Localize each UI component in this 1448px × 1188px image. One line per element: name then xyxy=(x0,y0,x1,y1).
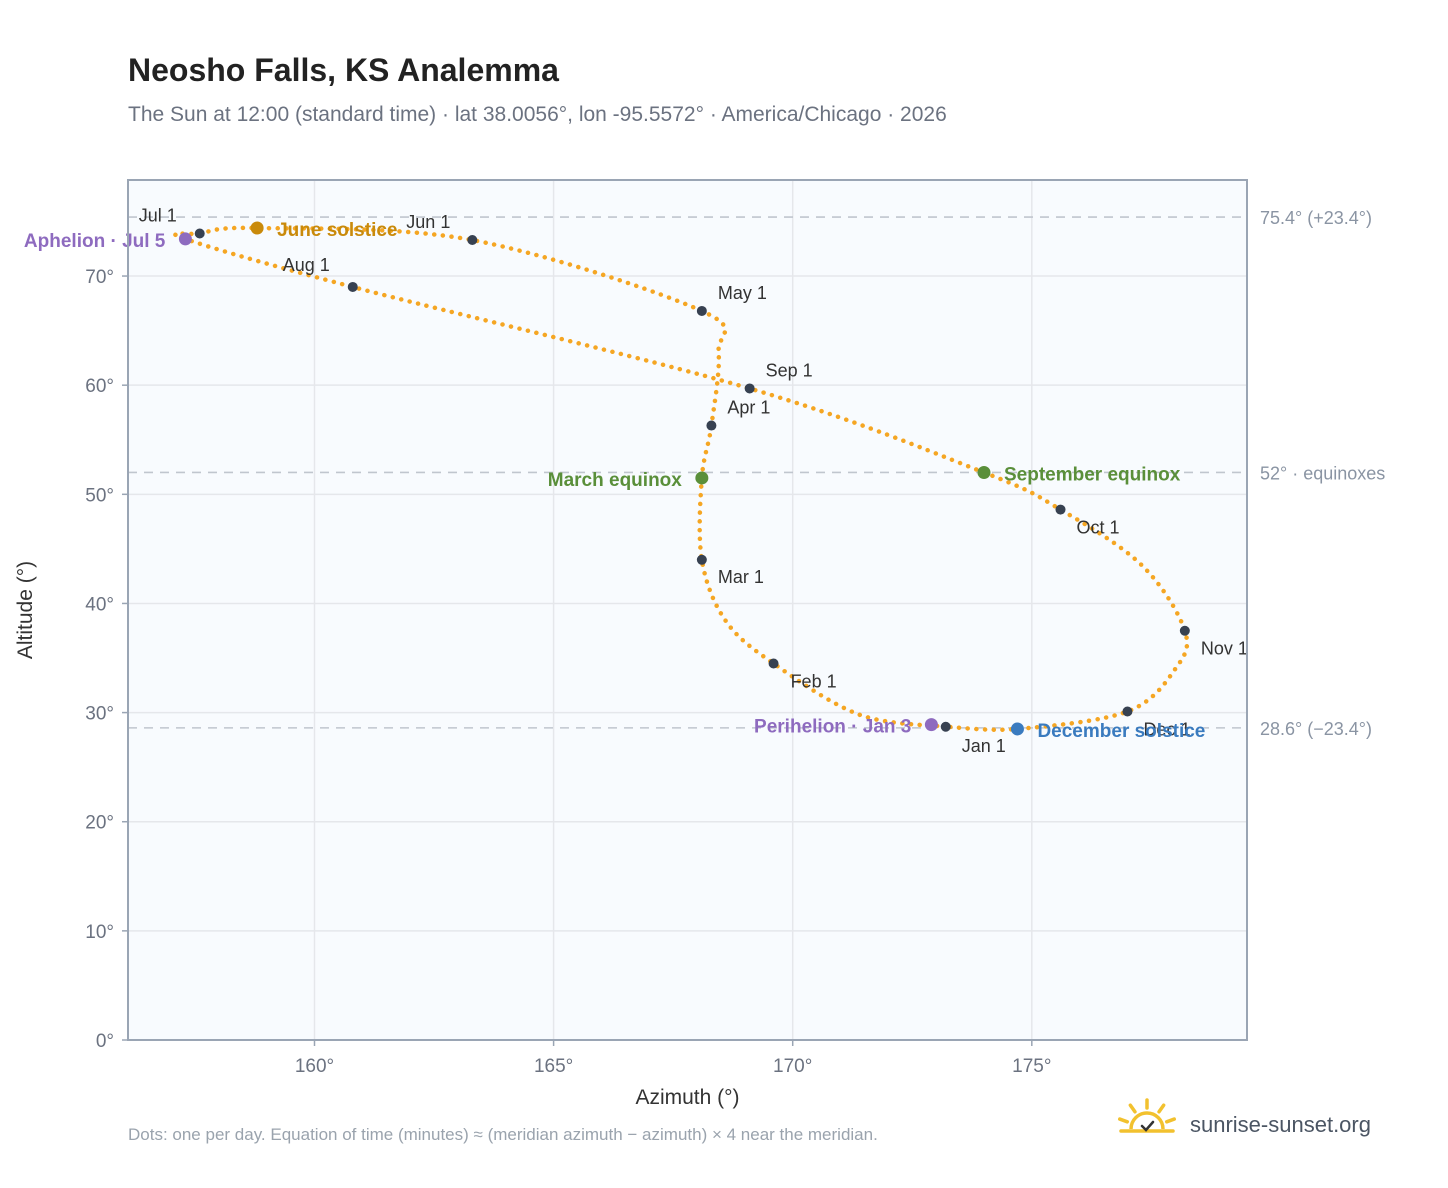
grid-lines xyxy=(128,180,1247,1041)
footnote: Dots: one per day. Equation of time (min… xyxy=(128,1125,878,1144)
event-label: June solstice xyxy=(277,220,397,241)
reference-line-label: 75.4° (+23.4°) xyxy=(1260,208,1372,228)
month-marker xyxy=(347,281,358,292)
sun-ray xyxy=(1157,1103,1166,1114)
month-marker xyxy=(744,383,755,394)
month-marker xyxy=(194,228,205,239)
event-marker xyxy=(178,232,192,246)
month-marker xyxy=(1122,706,1133,717)
month-marker xyxy=(467,235,478,246)
month-marker xyxy=(940,721,951,732)
month-label: Feb 1 xyxy=(791,671,837,691)
month-label: Jan 1 xyxy=(962,736,1006,756)
x-axis-label: Azimuth (°) xyxy=(635,1086,739,1109)
month-label: Nov 1 xyxy=(1201,639,1248,659)
month-marker xyxy=(706,420,717,431)
event-label: Aphelion · Jul 5 xyxy=(24,231,166,252)
y-axis-ticks: 0° 10° 20° 30° 40° 50° 60° 70° xyxy=(85,267,128,1052)
y-tick-label: 40° xyxy=(85,594,114,615)
y-tick-label: 0° xyxy=(96,1031,114,1052)
month-marker xyxy=(1055,504,1066,515)
month-marker xyxy=(768,658,779,669)
sun-ray xyxy=(1117,1117,1130,1124)
month-marker xyxy=(696,554,707,565)
event-label: Perihelion · Jan 3 xyxy=(754,717,911,738)
chart-title: Neosho Falls, KS Analemma xyxy=(128,52,559,88)
sun-ray xyxy=(1128,1103,1137,1114)
plot-area xyxy=(128,180,1247,1040)
event-label: March equinox xyxy=(548,470,683,491)
y-tick-label: 30° xyxy=(85,704,114,725)
month-label: Apr 1 xyxy=(727,398,770,418)
analemma-curve xyxy=(172,225,1190,733)
event-label: September equinox xyxy=(1004,464,1181,485)
month-label: Jul 1 xyxy=(139,205,177,225)
x-tick-label: 160° xyxy=(295,1056,334,1077)
month-label: Dec 1 xyxy=(1143,719,1190,739)
x-tick-label: 175° xyxy=(1012,1056,1051,1077)
month-label: Aug 1 xyxy=(283,255,330,275)
month-label: May 1 xyxy=(718,283,767,303)
event-marker xyxy=(1010,722,1024,736)
brand-link[interactable]: sunrise-sunset.org xyxy=(1190,1112,1371,1137)
check-mark xyxy=(1140,1120,1155,1132)
x-axis-ticks: 160° 165° 170° 175° xyxy=(295,1040,1051,1077)
plot-frame xyxy=(127,179,1248,1041)
month-label: Oct 1 xyxy=(1077,518,1120,538)
event-markers: June solstice Aphelion · Jul 5 March equin… xyxy=(24,220,1205,742)
event-marker xyxy=(977,465,991,479)
y-axis-label: Altitude (°) xyxy=(14,561,37,659)
event-marker xyxy=(250,221,264,235)
chart-subtitle: The Sun at 12:00 (standard time) · lat 3… xyxy=(128,103,947,126)
month-label: Sep 1 xyxy=(766,360,813,380)
month-label: Mar 1 xyxy=(718,567,764,587)
y-tick-label: 70° xyxy=(85,267,114,288)
reference-lines: 75.4° (+23.4°) 52° · equinoxes 28.6° (−23.… xyxy=(128,208,1385,739)
sun-logo-icon[interactable] xyxy=(1117,1098,1177,1133)
y-tick-label: 60° xyxy=(85,376,114,397)
y-tick-label: 50° xyxy=(85,485,114,506)
x-tick-label: 165° xyxy=(534,1056,573,1077)
sun-ray xyxy=(1164,1117,1177,1124)
sun-arc xyxy=(1129,1111,1165,1130)
month-markers: Jan 1 Feb 1 Mar 1 Apr 1 May 1 Jun 1 Jul 1 Aug 1… xyxy=(139,205,1248,755)
month-marker xyxy=(1179,625,1190,636)
month-marker xyxy=(696,305,707,316)
analemma-daily-dots xyxy=(172,225,1190,733)
reference-line-label: 28.6° (−23.4°) xyxy=(1260,719,1372,739)
event-label: December solstice xyxy=(1037,721,1205,742)
x-tick-label: 170° xyxy=(773,1056,812,1077)
event-marker xyxy=(695,471,709,485)
month-label: Jun 1 xyxy=(406,212,450,232)
event-marker xyxy=(924,718,938,732)
y-tick-label: 20° xyxy=(85,813,114,834)
y-tick-label: 10° xyxy=(85,922,114,943)
reference-line-label: 52° · equinoxes xyxy=(1260,463,1385,483)
